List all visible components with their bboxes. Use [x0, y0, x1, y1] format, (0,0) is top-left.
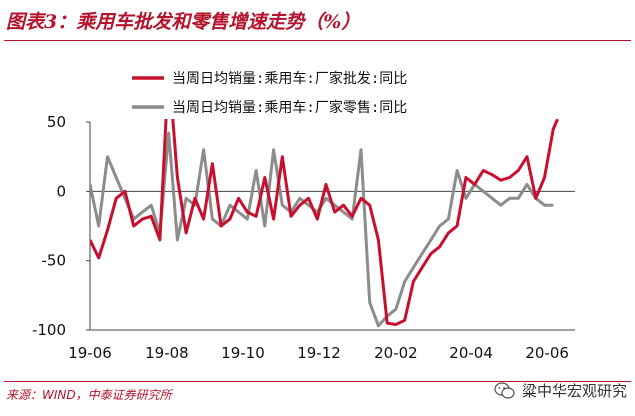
watermark: 粱中华宏观研究: [494, 380, 627, 401]
watermark-text: 粱中华宏观研究: [521, 382, 627, 400]
x-tick-label: 20-06: [525, 344, 569, 362]
x-tick-label: 20-02: [374, 344, 418, 362]
y-tick-label: 50: [47, 113, 66, 131]
bottom-rule: [4, 381, 631, 382]
top-rule: [4, 40, 631, 41]
x-tick-label: 19-08: [145, 344, 189, 362]
figure-title: 图表3：乘用车批发和零售增速走势（%）: [6, 11, 361, 33]
wechat-icon: [494, 381, 515, 399]
x-tick-label: 19-10: [221, 344, 265, 362]
y-tick-label: -100: [32, 321, 66, 339]
x-tick-label: 19-12: [297, 344, 341, 362]
y-tick-label: -50: [42, 252, 67, 270]
source-note: 来源：WIND，中泰证券研究所: [6, 388, 172, 402]
series-line-wholesale: [90, 119, 559, 326]
chart-series: [90, 119, 559, 328]
legend-label-retail: 当周日均销量:乘用车:厂家零售:同比: [172, 99, 407, 116]
y-tick-label: 0: [56, 182, 66, 200]
x-tick-label: 20-04: [449, 344, 493, 362]
legend-label-wholesale: 当周日均销量:乘用车:厂家批发:同比: [172, 70, 407, 87]
x-tick-label: 19-06: [68, 344, 112, 362]
